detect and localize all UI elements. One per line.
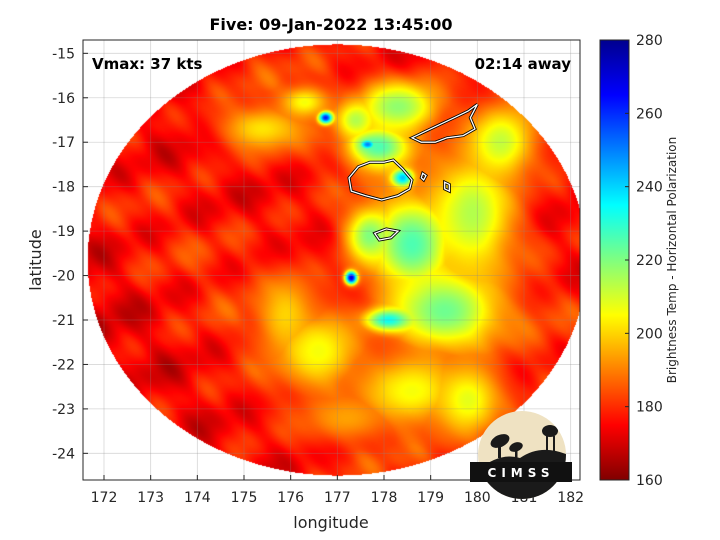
colorbar-label: Brightness Temp - Horizontal Polarizatio… xyxy=(665,137,679,384)
cimss-logo-text: CIMSS xyxy=(488,466,555,480)
y-axis-ticks: -15 -16 -17 -18 -19 -20 -21 -22 -23 -24 xyxy=(52,46,88,462)
colorbar-ticks: 160 180 200 220 240 260 280 xyxy=(625,33,663,489)
x-tick-label: 175 xyxy=(231,490,258,506)
y-axis-label: latitude xyxy=(26,229,45,290)
island-outline xyxy=(410,103,478,143)
colorbar-tick-label: 280 xyxy=(636,33,663,49)
colorbar xyxy=(599,39,630,481)
colorbar-tick-label: 180 xyxy=(636,400,663,416)
x-tick-label: 177 xyxy=(324,490,351,506)
x-tick-label: 173 xyxy=(137,490,164,506)
y-tick-label: -22 xyxy=(52,357,75,373)
y-tick-label: -20 xyxy=(52,269,75,285)
y-tick-label: -19 xyxy=(52,224,75,240)
brightness-temperature-heatmap xyxy=(83,40,580,480)
island-outlines xyxy=(347,103,479,242)
colorbar-tick-label: 240 xyxy=(636,180,663,196)
y-tick-label: -18 xyxy=(52,180,75,196)
x-tick-label: 179 xyxy=(417,490,444,506)
vmax-annotation: Vmax: 37 kts xyxy=(92,55,202,73)
colorbar-tick-label: 160 xyxy=(636,473,663,489)
y-tick-label: -15 xyxy=(52,46,75,62)
x-tick-label: 174 xyxy=(184,490,211,506)
y-tick-label: -24 xyxy=(52,446,75,462)
island-outline xyxy=(420,172,427,182)
island-outline xyxy=(373,228,400,241)
y-tick-label: -23 xyxy=(52,402,75,418)
cimss-logo: CIMSS xyxy=(470,411,572,499)
x-tick-label: 172 xyxy=(91,490,118,506)
chart-title: Five: 09-Jan-2022 13:45:00 xyxy=(209,15,452,34)
time-away-annotation: 02:14 away xyxy=(475,55,572,73)
x-axis-label: longitude xyxy=(293,513,368,532)
y-tick-label: -17 xyxy=(52,135,75,151)
colorbar-tick-label: 200 xyxy=(636,326,663,342)
x-tick-label: 178 xyxy=(371,490,398,506)
x-tick-label: 180 xyxy=(464,490,491,506)
x-tick-label: 176 xyxy=(277,490,304,506)
x-tick-label: 182 xyxy=(557,490,584,506)
colorbar-tick-label: 260 xyxy=(636,106,663,122)
plot-frame xyxy=(82,39,581,481)
colorbar-tick-label: 220 xyxy=(636,253,663,269)
grid-lines xyxy=(83,40,580,480)
island-outline xyxy=(348,159,413,201)
island-outline xyxy=(444,181,450,193)
y-tick-label: -16 xyxy=(52,91,75,107)
y-tick-label: -21 xyxy=(52,313,75,329)
